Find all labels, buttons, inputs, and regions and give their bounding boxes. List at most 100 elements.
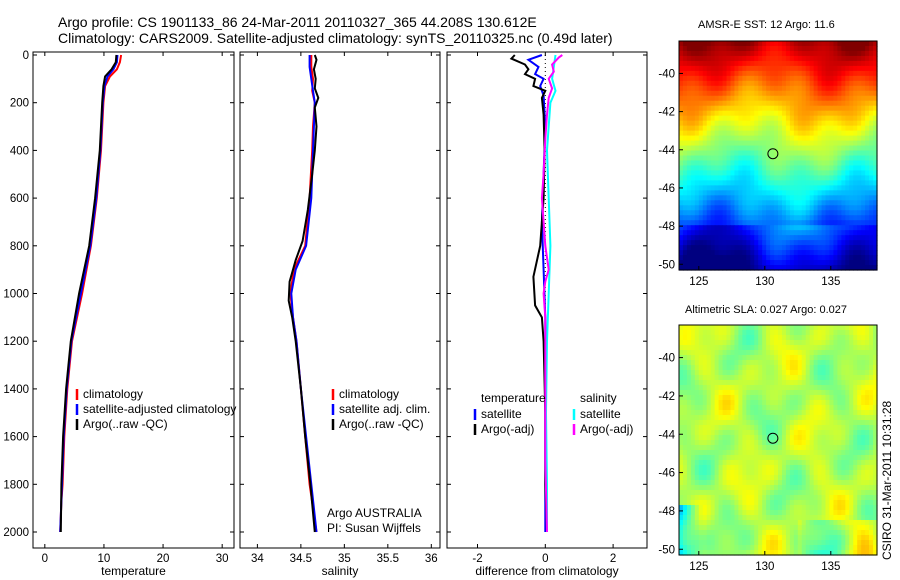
sst-map-cell [702, 245, 708, 251]
sla-map-cell [734, 440, 739, 446]
sla-map-cell [845, 375, 850, 381]
sst-map-cell [789, 255, 795, 261]
sst-map-cell [861, 65, 866, 72]
sla-map-cell [690, 525, 696, 531]
sst-map-cell [821, 105, 827, 112]
sla-map-cell [857, 365, 862, 371]
sst-map-cell [730, 170, 736, 177]
sst-map-cell [857, 50, 862, 57]
sst-map-cell [785, 120, 791, 127]
sst-map-cell [742, 180, 747, 186]
sla-map-cell [809, 370, 815, 376]
sla-map-cell [809, 390, 815, 396]
sst-map-cell [857, 75, 862, 82]
sla-map-cell [861, 485, 866, 491]
sla-map-cell [869, 525, 874, 531]
sst-map-cell [774, 90, 779, 97]
sst-map-cell [734, 55, 739, 62]
sst-map-cell [750, 75, 755, 82]
sst-map-cell [766, 115, 771, 122]
sst-map-cell [742, 85, 747, 92]
sst-map-cell [781, 255, 787, 261]
sst-map-cell [754, 175, 759, 181]
sst-map-cell [682, 210, 688, 216]
sla-map-cell [853, 525, 858, 531]
sla-map-cell [857, 375, 862, 381]
sla-map-cell [837, 465, 842, 471]
sla-map-cell [730, 355, 736, 361]
sst-map-cell [853, 60, 858, 67]
sst-map-cell [793, 115, 799, 122]
sst-map-cell [845, 41, 850, 47]
sla-map-cell [825, 355, 831, 361]
sst-map-cell [679, 190, 684, 196]
sla-map-ytick-label: -48 [658, 506, 675, 518]
sla-map-cell [766, 415, 771, 421]
sst-map-cell [690, 160, 696, 167]
sla-map-cell [710, 525, 716, 531]
sst-map-cell [837, 70, 842, 77]
sla-map-cell [805, 345, 811, 351]
sla-map-cell [682, 500, 688, 506]
sla-map-cell [781, 330, 787, 336]
sst-map-cell [690, 105, 696, 112]
sst-map-cell [801, 55, 807, 62]
sst-map-cell [774, 190, 779, 196]
sst-map-cell [789, 205, 795, 211]
sst-map-cell [714, 185, 720, 191]
sla-map-cell [785, 485, 791, 491]
sla-map-cell [849, 435, 854, 441]
sla-map-cell [706, 375, 712, 381]
sst-map-cell [781, 265, 787, 271]
sla-map-cell [762, 530, 767, 536]
sst-map-cell [869, 60, 874, 67]
sst-map-cell [690, 50, 696, 57]
sst-map-cell [785, 80, 791, 87]
sla-map-cell [686, 550, 692, 556]
sla-map-cell [686, 325, 692, 331]
sst-map-cell [722, 135, 728, 142]
sla-map-cell [710, 410, 716, 416]
sst-map-cell [714, 115, 720, 122]
sla-map-cell [817, 510, 823, 516]
sst-map-cell [789, 155, 795, 162]
sst-map-cell [770, 45, 775, 52]
sst-map-cell [857, 260, 862, 266]
sla-map-cell [873, 540, 878, 546]
sla-map-cell [837, 365, 842, 371]
sst-map-cell [821, 200, 827, 206]
sst-map-cell [833, 55, 838, 62]
sla-map-cell [785, 365, 791, 371]
sla-map-cell [841, 355, 846, 361]
sla-map-cell [718, 420, 724, 426]
sst-map-cell [690, 195, 696, 201]
sla-map-cell [750, 425, 755, 431]
sst-map-cell [730, 240, 736, 246]
sst-map-cell [793, 175, 799, 181]
sst-map-cell [857, 185, 862, 191]
sst-map-cell [861, 55, 866, 62]
sla-map-cell [750, 355, 755, 361]
sla-map-cell [805, 330, 811, 336]
sla-map-cell [789, 450, 795, 456]
sla-map-cell [762, 450, 767, 456]
sla-map-cell [789, 515, 795, 521]
sst-map-cell [778, 85, 783, 92]
sla-map-cell [869, 540, 874, 546]
sla-map-cell [861, 515, 866, 521]
sst-map-cell [710, 41, 716, 47]
sst-map-xtick-label: 130 [755, 276, 774, 288]
sla-map-cell [718, 395, 724, 401]
sla-map-cell [801, 530, 807, 536]
sla-map-cell [690, 460, 696, 466]
sst-map-cell [710, 160, 716, 167]
sla-map-cell [762, 485, 767, 491]
sla-map-cell [817, 335, 823, 341]
sla-map-cell [694, 360, 700, 366]
sla-map-cell [849, 495, 854, 501]
sla-map-cell [770, 480, 775, 486]
sst-map-cell [801, 245, 807, 251]
sst-map-cell [698, 225, 704, 231]
sla-map-cell [821, 500, 827, 506]
sla-map-cell [730, 545, 736, 551]
